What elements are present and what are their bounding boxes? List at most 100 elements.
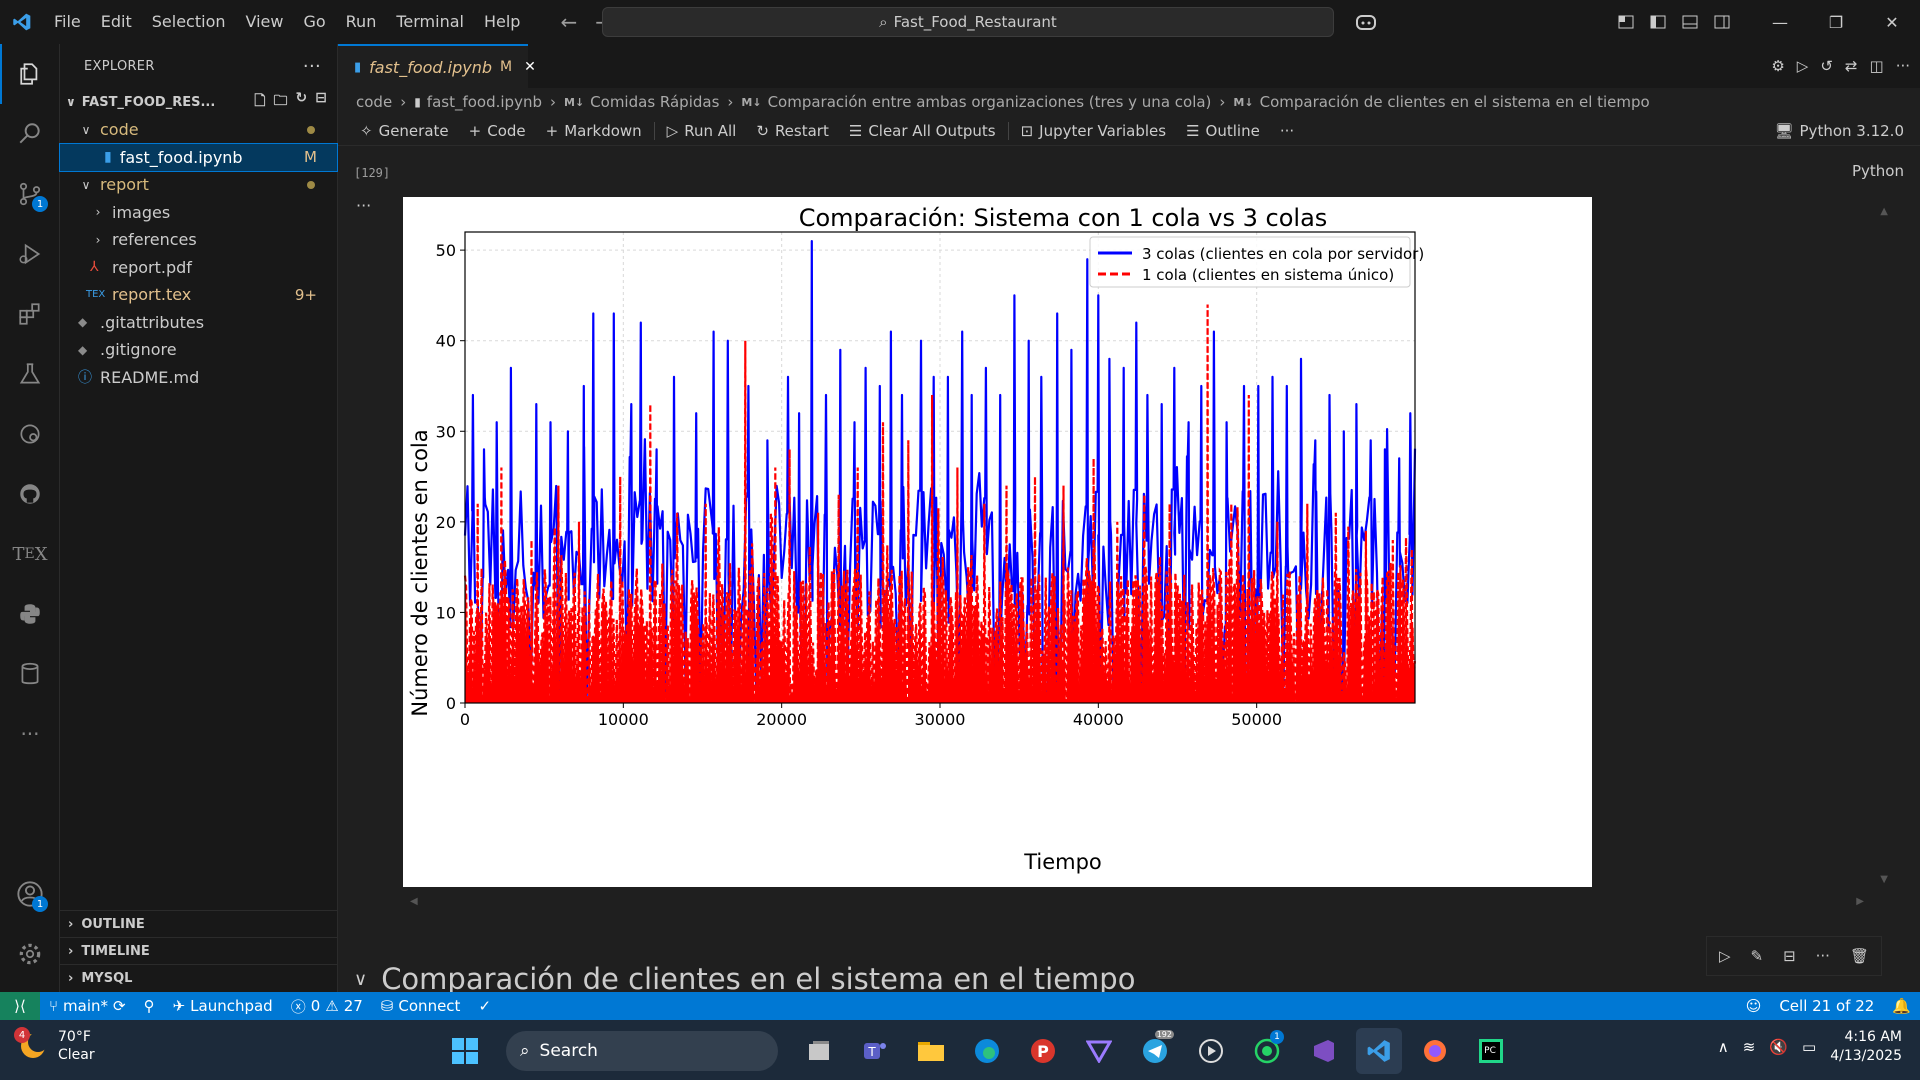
telegram-icon[interactable]: 192 xyxy=(1132,1028,1178,1074)
chevron-down-icon[interactable]: ∨ xyxy=(354,968,368,990)
tree-item-report-tex[interactable]: TEX report.tex 9+ xyxy=(60,281,337,309)
notebook-settings-icon[interactable]: ⚙ xyxy=(1771,57,1785,75)
sync-icon[interactable]: ⟳ xyxy=(113,997,126,1015)
restart-button[interactable]: ↻ Restart xyxy=(746,122,839,140)
toggle-secondary-sidebar-icon[interactable] xyxy=(1706,0,1738,44)
weather-widget[interactable]: 4 70°F Clear xyxy=(14,1027,95,1064)
tree-item-gitignore[interactable]: ◆ .gitignore xyxy=(60,336,337,364)
delete-cell-icon[interactable]: 🗑 xyxy=(1849,947,1869,965)
git-branch-item[interactable]: ⑂ main* ⟳ xyxy=(40,997,135,1015)
check-icon[interactable]: ✓ xyxy=(478,997,492,1015)
workspace-root-folder[interactable]: ∨ FAST_FOOD_RES... 🗋 🗀 ↻ ⊟ xyxy=(60,88,337,116)
menu-run[interactable]: Run xyxy=(345,12,377,31)
breadcrumb-item[interactable]: Comidas Rápidas xyxy=(590,93,720,111)
command-center-search[interactable]: ⌕ Fast_Food_Restaurant xyxy=(602,7,1334,37)
output-more-icon[interactable]: ··· xyxy=(356,196,372,215)
tree-item-fast-food-ipynb[interactable]: ▮ fast_food.ipynb M xyxy=(59,142,338,172)
breadcrumb-item[interactable]: fast_food.ipynb xyxy=(426,93,542,111)
more-actions-icon[interactable]: ··· xyxy=(1895,57,1910,75)
menu-go[interactable]: Go xyxy=(303,12,326,31)
explorer-icon[interactable] xyxy=(0,44,60,104)
media-player-icon[interactable] xyxy=(1188,1028,1234,1074)
markdown-heading-cell[interactable]: ∨ Comparación de clientes en el sistema … xyxy=(354,962,1135,996)
remote-indicator-icon[interactable]: ⟩⟨ xyxy=(0,992,40,1020)
copilot-status-icon[interactable]: ☺ xyxy=(1745,997,1762,1015)
scroll-left-icon[interactable]: ◀ xyxy=(410,896,418,907)
tree-item-images[interactable]: › images xyxy=(60,199,337,227)
clear-outputs-button[interactable]: ☰ Clear All Outputs xyxy=(839,122,1006,140)
generate-button[interactable]: ✧ Generate xyxy=(350,122,459,140)
new-folder-icon[interactable]: 🗀 xyxy=(273,93,288,109)
collapse-all-icon[interactable]: ⊟ xyxy=(315,90,327,106)
tab-fast-food-ipynb[interactable]: ▮ fast_food.ipynb M ✕ xyxy=(338,44,536,88)
taskbar-search[interactable]: ⌕ Search xyxy=(506,1031,778,1071)
toolbar-more-icon[interactable]: ··· xyxy=(1279,121,1295,140)
scroll-right-icon[interactable]: ▶ xyxy=(1856,896,1864,907)
search-view-icon[interactable] xyxy=(0,104,60,164)
explorer-more-icon[interactable]: ··· xyxy=(302,55,321,77)
tree-item-report-pdf[interactable]: ⅄ report.pdf xyxy=(60,254,337,282)
toggle-sidebar-icon[interactable] xyxy=(1642,0,1674,44)
source-control-icon[interactable]: 1 xyxy=(0,164,60,224)
wifi-icon[interactable]: ≋ xyxy=(1742,1038,1756,1056)
python-icon[interactable] xyxy=(0,584,60,644)
edit-icon[interactable]: ✎ xyxy=(1750,947,1764,965)
notifications-icon[interactable]: 🔔 xyxy=(1892,997,1911,1015)
compare-icon[interactable]: ⇄ xyxy=(1844,57,1858,75)
tree-item-readme[interactable]: ⓘ README.md xyxy=(60,364,337,392)
outline-section[interactable]: › OUTLINE xyxy=(60,910,338,937)
run-all-button[interactable]: ▷ Run All xyxy=(657,122,747,140)
tree-item-gitattributes[interactable]: ◆ .gitattributes xyxy=(60,309,337,337)
kernel-picker[interactable]: 🖥 Python 3.12.0 xyxy=(1774,116,1904,146)
tree-item-code[interactable]: ∨ code xyxy=(60,116,337,144)
close-window-icon[interactable]: ✕ xyxy=(1885,12,1899,32)
battery-icon[interactable]: ▭ xyxy=(1802,1038,1817,1056)
customize-layout-icon[interactable] xyxy=(1610,0,1642,44)
split-editor-icon[interactable]: ◫ xyxy=(1869,57,1884,75)
testing-flask-icon[interactable] xyxy=(0,344,60,404)
menu-selection[interactable]: Selection xyxy=(151,12,226,31)
split-cell-icon[interactable]: ⊟ xyxy=(1783,947,1796,965)
github-icon[interactable] xyxy=(0,464,60,524)
teams-icon[interactable]: T xyxy=(852,1028,898,1074)
restore-icon[interactable]: ❐ xyxy=(1828,12,1844,32)
remote-explorer-icon[interactable] xyxy=(0,404,60,464)
vscode-taskbar-icon[interactable] xyxy=(1356,1028,1402,1074)
cell-more-icon[interactable]: ··· xyxy=(1815,947,1830,965)
run-icon[interactable]: ▷ xyxy=(1796,57,1809,75)
timeline-section[interactable]: › TIMELINE xyxy=(60,937,338,964)
scroll-down-icon[interactable]: ▼ xyxy=(1880,874,1888,885)
scroll-up-icon[interactable]: ▲ xyxy=(1880,206,1888,217)
clock[interactable]: 4:16 AM 4/13/2025 xyxy=(1830,1028,1902,1066)
volume-muted-icon[interactable]: 🔇 xyxy=(1769,1038,1789,1056)
menu-help[interactable]: Help xyxy=(483,12,521,31)
connect-item[interactable]: ⛁ Connect xyxy=(372,997,470,1015)
copilot-icon[interactable] xyxy=(1350,0,1382,44)
account-icon[interactable]: 1 xyxy=(0,864,60,924)
launchpad-item[interactable]: ✈ Launchpad xyxy=(164,997,282,1015)
app-p-icon[interactable]: P xyxy=(1020,1028,1066,1074)
vpn-icon[interactable] xyxy=(1076,1028,1122,1074)
add-code-button[interactable]: + Code xyxy=(459,122,536,140)
cell-language-label[interactable]: Python xyxy=(1852,162,1904,180)
toggle-panel-icon[interactable] xyxy=(1674,0,1706,44)
tree-item-references[interactable]: › references xyxy=(60,226,337,254)
extensions-icon[interactable] xyxy=(0,284,60,344)
windows-start-icon[interactable] xyxy=(442,1028,488,1074)
mysql-section[interactable]: › MYSQL xyxy=(60,964,338,991)
execute-cell-icon[interactable]: ▷ xyxy=(1718,947,1731,965)
refresh-icon[interactable]: ↻ xyxy=(295,90,308,106)
edge-icon[interactable] xyxy=(964,1028,1010,1074)
breadcrumb-item[interactable]: Comparación entre ambas organizaciones (… xyxy=(767,93,1212,111)
close-icon[interactable]: ✕ xyxy=(524,59,536,75)
cell-position[interactable]: Cell 21 of 22 xyxy=(1779,997,1875,1015)
menu-edit[interactable]: Edit xyxy=(100,12,132,31)
jupyter-variables-button[interactable]: ⊡ Jupyter Variables xyxy=(1011,122,1177,140)
outline-button[interactable]: ☰ Outline xyxy=(1176,122,1270,140)
task-view-icon[interactable] xyxy=(796,1028,842,1074)
breadcrumb-item[interactable]: code xyxy=(356,93,393,111)
whatsapp-icon[interactable]: 1 xyxy=(1244,1028,1290,1074)
visual-studio-icon[interactable] xyxy=(1300,1028,1346,1074)
file-explorer-icon[interactable] xyxy=(908,1028,954,1074)
